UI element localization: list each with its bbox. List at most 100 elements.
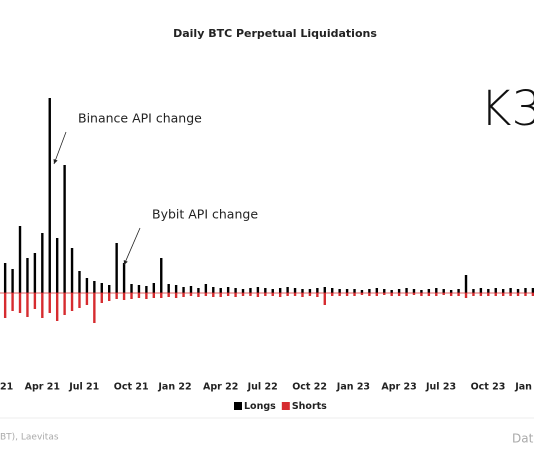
long-bar (427, 289, 431, 293)
long-bar (145, 286, 148, 293)
short-bar (449, 293, 453, 296)
x-tick-label: Oct 22 (292, 382, 327, 393)
long-bar (108, 285, 111, 293)
long-bar (516, 289, 520, 293)
short-bar (479, 293, 483, 296)
short-bar (457, 293, 460, 296)
short-bar (531, 293, 534, 296)
short-bar (397, 293, 401, 296)
long-bar (3, 263, 7, 293)
short-bar (524, 293, 527, 296)
long-bar (383, 289, 386, 293)
short-bar (286, 293, 289, 296)
long-bar (41, 233, 44, 293)
short-bar (316, 293, 319, 297)
short-bar (383, 293, 386, 295)
long-bar (316, 288, 319, 293)
x-tick-label: Oct 23 (471, 382, 506, 393)
long-bar (256, 287, 260, 293)
long-bar (487, 289, 490, 293)
long-bar (375, 288, 379, 293)
long-bar (509, 288, 512, 293)
short-bar (48, 293, 51, 313)
long-bar (204, 284, 208, 293)
short-bar (487, 293, 490, 296)
legend-swatch (234, 402, 242, 410)
long-bar (442, 289, 445, 293)
long-bar (70, 248, 74, 293)
long-bar (264, 288, 267, 293)
long-bar (338, 289, 341, 293)
short-bar (435, 293, 438, 296)
long-bar (323, 287, 326, 293)
short-bar (189, 293, 193, 296)
arrow-head (123, 260, 128, 265)
long-bar (412, 289, 416, 293)
short-bar (516, 293, 520, 296)
long-bar (353, 289, 356, 293)
legend-label: Longs (244, 401, 276, 412)
short-bar (331, 293, 334, 296)
arrow-head (53, 159, 58, 164)
short-bar (501, 293, 505, 296)
long-bar (115, 243, 118, 293)
long-bar (479, 288, 483, 293)
long-bar (11, 269, 14, 293)
short-bar (63, 293, 66, 315)
long-bar (226, 287, 230, 293)
short-bar (3, 293, 7, 318)
long-bar (241, 289, 245, 293)
short-bar (33, 293, 37, 309)
short-bar (145, 293, 148, 299)
short-bar (93, 293, 96, 323)
long-bar (271, 289, 274, 293)
long-bar (18, 226, 22, 293)
short-bar (293, 293, 297, 296)
short-bar (41, 293, 44, 318)
long-bar (524, 288, 527, 293)
short-bar (234, 293, 237, 297)
long-bar (130, 284, 133, 293)
x-tick-label: Apr 22 (203, 382, 238, 393)
long-bar (167, 284, 170, 293)
long-bar (33, 253, 37, 293)
long-bar (152, 283, 156, 293)
x-tick-label: Oct 21 (114, 382, 149, 393)
long-bar (55, 238, 59, 293)
chart-title: Daily BTC Perpetual Liquidations (173, 27, 377, 40)
long-bar (278, 288, 282, 293)
long-bar (219, 288, 222, 293)
long-bar (93, 281, 96, 293)
short-bar (278, 293, 282, 297)
short-bar (509, 293, 512, 296)
long-bar (360, 290, 364, 293)
short-bar (26, 293, 29, 317)
long-bar (494, 288, 497, 293)
long-bar (390, 290, 393, 293)
long-bar (85, 278, 89, 293)
short-bar (345, 293, 349, 296)
short-bar (494, 293, 497, 296)
long-bar (197, 288, 200, 293)
long-bar (78, 271, 81, 293)
short-bar (122, 293, 126, 300)
short-bar (108, 293, 111, 301)
long-bar (100, 283, 103, 293)
long-bar (26, 258, 29, 293)
long-bar (48, 98, 51, 293)
short-bar (427, 293, 431, 296)
short-bar (308, 293, 312, 296)
short-bar (78, 293, 81, 308)
annotation-arrow (53, 131, 67, 165)
long-bar (457, 289, 460, 293)
legend-label: Shorts (292, 401, 327, 412)
short-bar (323, 293, 326, 305)
short-bar (420, 293, 423, 296)
short-bar (338, 293, 341, 296)
long-bar (368, 289, 371, 293)
short-bar (412, 293, 416, 295)
short-bar (360, 293, 364, 295)
short-bar (241, 293, 245, 296)
